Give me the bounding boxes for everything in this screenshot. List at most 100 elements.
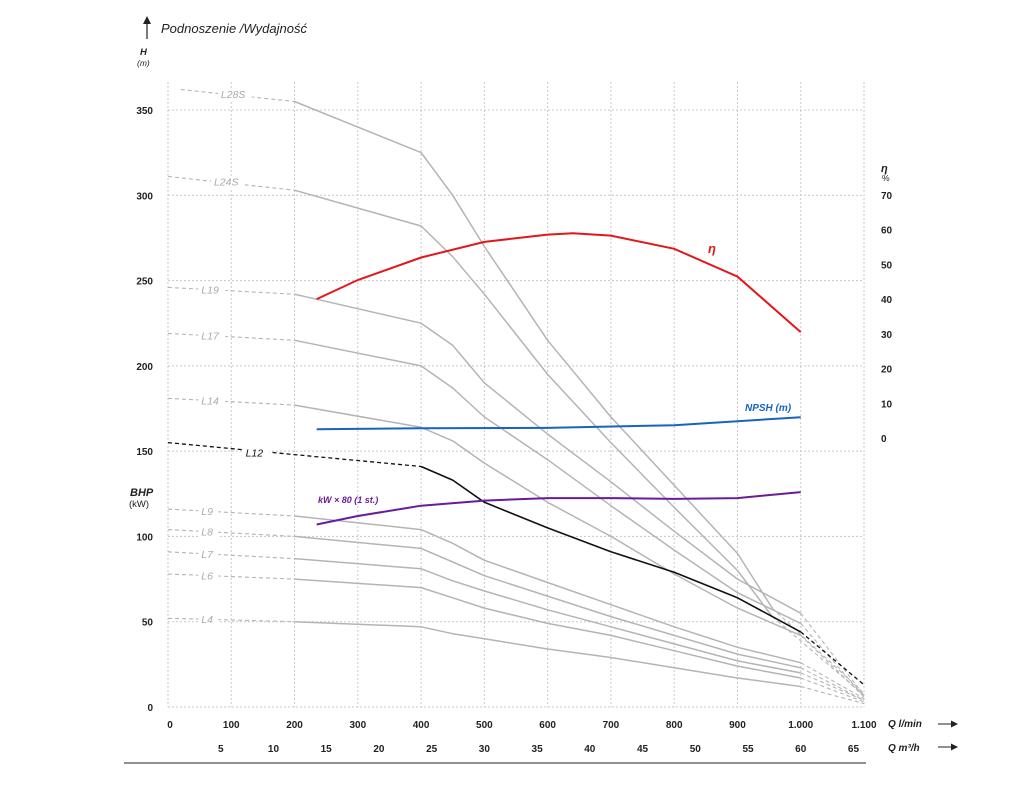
x-tick-label-m3h: 30: [479, 744, 491, 755]
curve-tail-segment: [800, 612, 865, 696]
curve-dashed-segment: [167, 397, 295, 406]
y-right-axis-label: η: [881, 163, 888, 175]
x-tick-label-m3h: 35: [532, 744, 544, 755]
curve-solid-segment: [294, 100, 773, 609]
efficiency-label: η: [708, 241, 716, 256]
x-tick-label-lmin: 600: [539, 720, 556, 731]
y-right-tick-label: 10: [881, 399, 893, 410]
curve-tail-segment: [771, 607, 865, 694]
y-left-tick-label: 350: [136, 106, 153, 117]
curve-label: L12: [246, 447, 264, 459]
curve-solid-segment: [294, 578, 801, 679]
curve-l14: L14: [167, 394, 865, 698]
bhp-axis-unit: (kW): [129, 499, 149, 510]
curve-tail-segment: [800, 667, 865, 701]
grid: [167, 82, 865, 708]
x-tick-label-m3h: 10: [268, 744, 280, 755]
curve-label-bg: [198, 547, 219, 560]
y-left-tick-label: 50: [142, 618, 154, 629]
curve-label: L6: [201, 570, 213, 582]
x-axis-group: 0 100 200 300 400 500 600 700 800 900 1.000 1.100 Q…: [124, 719, 958, 764]
y-right-tick-label: 20: [881, 365, 893, 376]
curve-tail-segment: [800, 662, 865, 699]
x-tick-label-lmin: 200: [286, 720, 303, 731]
curve-l4: L4: [167, 612, 865, 705]
y-left-axis-unit: (m): [137, 58, 150, 68]
y-left-tick-label: 150: [136, 447, 153, 458]
y-right-tick-label: 40: [881, 295, 893, 306]
x-tick-labels-m3h: 5 10 15 20 25 30 35 40 45 50 55 60 65: [218, 744, 860, 755]
curve-solid-segment: [294, 535, 801, 669]
curve-label-bg: [198, 394, 226, 407]
x-tick-label-m3h: 65: [848, 744, 860, 755]
curve-label-bg: [217, 87, 252, 100]
y-left-tick-label: 250: [136, 277, 153, 288]
x-axis-label-lmin: Q l/min: [888, 719, 922, 730]
curve-solid-segment: [294, 293, 802, 614]
x-tick-label-lmin: 1.100: [851, 720, 876, 731]
x-tick-label-lmin: 800: [666, 720, 683, 731]
curve-label: L7: [201, 549, 214, 561]
curve-l12: L12: [167, 441, 865, 686]
curve-dashed-segment: [167, 573, 295, 580]
x-tick-label-lmin: 300: [349, 720, 366, 731]
x-axis-arrowhead-lmin: [951, 720, 958, 728]
y-left-axis-label: H: [140, 47, 148, 58]
y-left-tick-label: 0: [147, 703, 153, 714]
curve-tail-segment: [800, 635, 865, 698]
x-tick-label-lmin: 900: [729, 720, 746, 731]
x-tick-label-m3h: 50: [690, 744, 702, 755]
npsh-label: NPSH (m): [745, 403, 792, 414]
x-tick-label-m3h: 55: [742, 744, 754, 755]
x-axis-label-m3h: Q m³/h: [888, 743, 920, 754]
power-curve: [316, 491, 801, 526]
curve-l7: L7: [167, 547, 865, 701]
power-label: kW × 80 (1 st.): [318, 495, 378, 505]
x-tick-label-lmin: 500: [476, 720, 493, 731]
npsh-curve: [316, 416, 801, 431]
curve-l9: L9: [167, 505, 865, 699]
y-left-tick-label: 100: [136, 532, 153, 543]
title-arrow-head: [143, 16, 151, 24]
x-tick-label-m3h: 20: [373, 744, 385, 755]
x-tick-label-m3h: 15: [321, 744, 333, 755]
efficiency-curve: [316, 232, 802, 333]
curve-solid-segment: [294, 515, 801, 664]
curve-label: L24S: [214, 177, 239, 189]
auxiliary-curves: η NPSH (m) kW × 80 (1 st.): [316, 232, 802, 526]
y-right-axis-unit: %: [882, 173, 890, 183]
y-right-tick-label: 50: [881, 260, 893, 271]
y-right-tick-labels: 0 10 20 30 40 50 60 70: [881, 191, 893, 445]
curve-label: L19: [201, 284, 219, 296]
curve-label-bg: [198, 525, 219, 538]
curve-l19: L19: [167, 283, 865, 696]
curve-label-bg: [198, 612, 219, 625]
curve-dashed-segment: [167, 529, 295, 537]
x-tick-label-lmin: 1.000: [788, 720, 813, 731]
y-left-tick-label: 300: [136, 191, 153, 202]
curve-dashed-segment: [167, 286, 295, 295]
curve-label-bg: [210, 175, 245, 188]
curve-label: L28S: [221, 89, 246, 101]
x-tick-label-m3h: 25: [426, 744, 438, 755]
title-group: Podnoszenie /Wydajność H (m) η % BHP (kW…: [129, 16, 890, 510]
y-right-tick-label: 0: [881, 434, 887, 445]
curve-l28s: L28S: [180, 87, 865, 694]
curve-l6: L6: [167, 569, 865, 703]
curve-label-bg: [198, 329, 226, 342]
curve-tail-segment: [800, 672, 865, 701]
x-tick-label-m3h: 5: [218, 744, 224, 755]
x-axis-arrowhead-m3h: [951, 743, 958, 751]
curve-dashed-segment: [167, 508, 295, 517]
curve-solid-segment: [420, 465, 802, 633]
x-tick-label-m3h: 60: [795, 744, 807, 755]
curve-solid-segment: [294, 557, 801, 674]
y-left-tick-labels: 0 50 100 150 200 250 300 350: [136, 106, 153, 714]
curve-dashed-segment: [167, 441, 422, 468]
chart-title: Podnoszenie /Wydajność: [161, 21, 307, 36]
curve-dashed-segment: [167, 617, 295, 623]
y-right-tick-label: 70: [881, 191, 893, 202]
x-tick-label-m3h: 40: [584, 744, 596, 755]
pump-curves: L28S L24S L19 L17 L14 L12 L9 L8 L7 L6 L4: [167, 87, 865, 705]
